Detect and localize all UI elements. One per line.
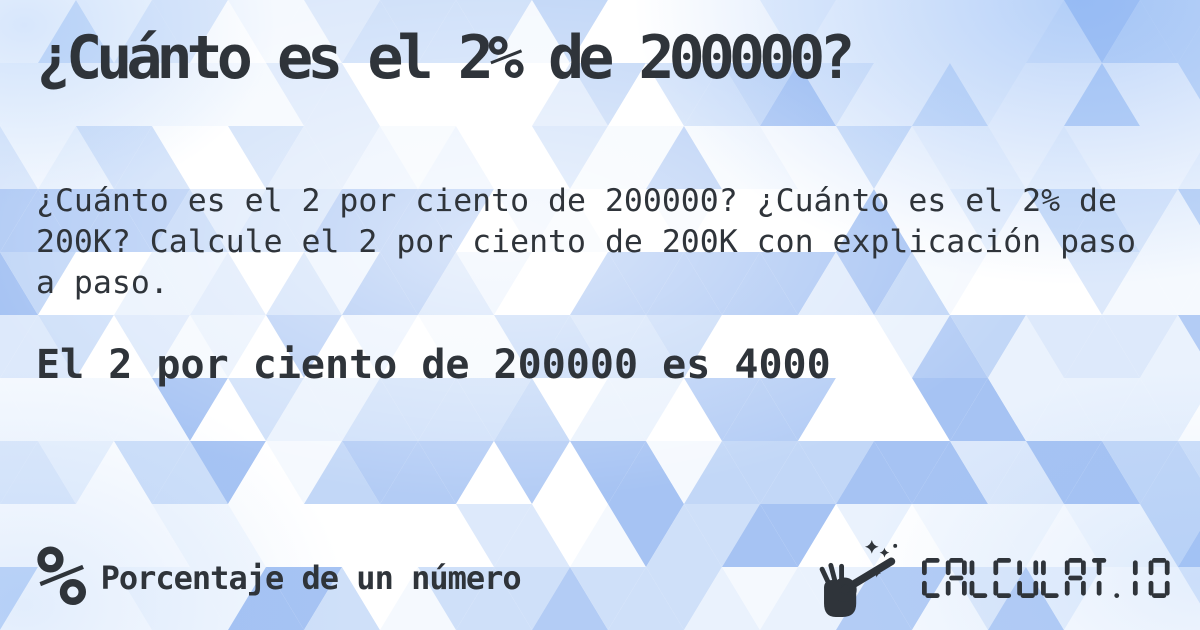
category-label: Porcentaje de un número xyxy=(100,559,522,597)
page-description: ¿Cuánto es el 2 por ciento de 200000? ¿C… xyxy=(36,183,1136,301)
category: % Porcentaje de un número xyxy=(36,527,522,625)
result-text: El 2 por ciento de 200000 es 4000 xyxy=(36,342,831,388)
percent-icon: % xyxy=(36,527,87,625)
magic-wand-hand-icon xyxy=(820,539,898,617)
grip-ring xyxy=(832,577,858,602)
footer: % Porcentaje de un número xyxy=(36,534,1170,622)
sparkle-stars xyxy=(865,539,898,578)
brand-logotype xyxy=(922,558,1170,598)
brand-logo xyxy=(814,539,1170,617)
page-title: ¿Cuánto es el 2% de 200000? xyxy=(36,23,855,93)
